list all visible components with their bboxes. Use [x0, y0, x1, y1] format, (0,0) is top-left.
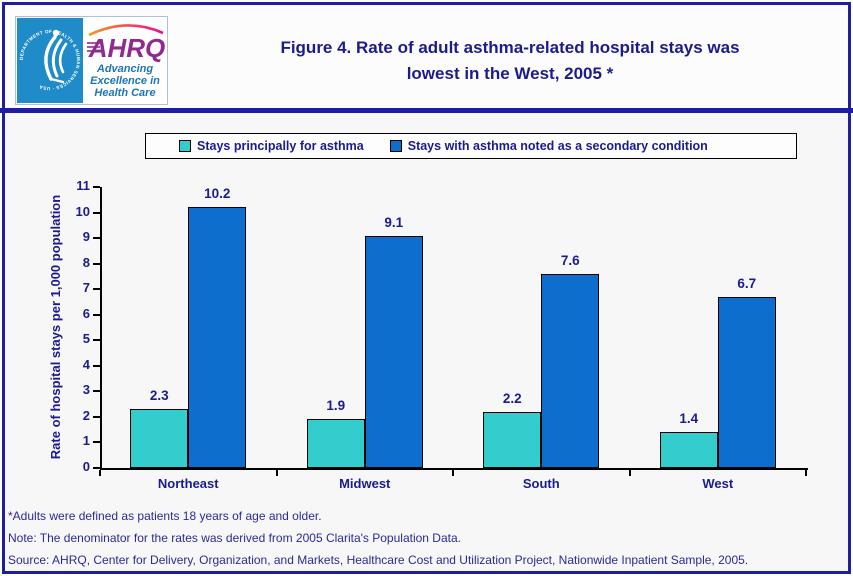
- hhs-eagle-icon: [44, 29, 68, 84]
- y-axis-tick-label: 9: [82, 229, 90, 245]
- chart-legend: Stays principally for asthma Stays with …: [145, 133, 797, 159]
- x-axis-tick: [628, 470, 631, 476]
- legend-item-principal: Stays principally for asthma: [179, 139, 364, 153]
- y-axis-tick: [93, 364, 100, 367]
- bar-value-label: 6.7: [737, 275, 757, 291]
- ahrq-tagline: Advancing Excellence in Health Care: [90, 63, 160, 99]
- bar-value-label: 2.2: [502, 390, 522, 406]
- legend-swatch-teal-icon: [179, 140, 191, 152]
- category-label-northeast: Northeast: [157, 476, 219, 491]
- y-axis-tick-label: 2: [82, 407, 90, 423]
- svg-text:Excellence in: Excellence in: [90, 75, 160, 87]
- y-axis-tick: [93, 211, 100, 214]
- y-axis-line: [100, 187, 102, 470]
- bar-series-0: [659, 432, 718, 468]
- footnote-source: Source: AHRQ, Center for Delivery, Organ…: [8, 553, 749, 567]
- bar-value-label: 2.3: [149, 388, 169, 404]
- y-axis-tick: [93, 467, 100, 469]
- ahrq-arc: [88, 24, 164, 37]
- footnote-adults: *Adults were defined as patients 18 year…: [8, 509, 322, 523]
- x-axis-tick: [805, 470, 807, 476]
- y-axis-tick-label: 10: [75, 203, 90, 219]
- x-axis-line: [100, 468, 808, 470]
- bar-value-label: 9.1: [384, 214, 404, 230]
- legend-label-principal: Stays principally for asthma: [197, 139, 364, 153]
- bar-series-0: [483, 411, 542, 468]
- footnotes: *Adults were defined as patients 18 year…: [8, 505, 848, 571]
- y-axis-tick-label: 6: [82, 305, 90, 321]
- y-axis-tick: [93, 415, 100, 418]
- bar-value-label: 7.6: [560, 252, 580, 268]
- y-axis-tick: [93, 186, 100, 188]
- y-axis-tick: [93, 441, 100, 444]
- bar-value-label: 10.2: [204, 186, 231, 202]
- category-label-midwest: Midwest: [339, 476, 391, 491]
- y-axis-tick-label: 11: [76, 178, 90, 193]
- y-axis-tick-label: 1: [82, 433, 90, 449]
- ahrq-wordmark: AHRQ: [87, 24, 166, 63]
- bar-value-label: 1.9: [326, 398, 346, 414]
- ahrq-brand-text: AHRQ: [88, 33, 166, 63]
- x-axis-tick: [99, 470, 101, 476]
- y-axis-tick: [93, 288, 100, 291]
- svg-text:Advancing: Advancing: [96, 63, 154, 75]
- y-axis-tick-label: 0: [82, 459, 90, 474]
- y-axis-tick-label: 5: [82, 331, 90, 347]
- y-axis-tick: [93, 237, 100, 240]
- bar-series-1: [188, 207, 247, 468]
- y-axis-tick: [93, 390, 100, 393]
- y-axis-tick-label: 8: [82, 254, 90, 270]
- ahrq-hhs-logo: DEPARTMENT OF HEALTH & HUMAN SERVICES · …: [15, 16, 168, 105]
- x-axis-tick: [452, 470, 454, 476]
- bar-series-0: [306, 419, 365, 468]
- legend-label-secondary: Stays with asthma noted as a secondary c…: [407, 139, 708, 153]
- y-axis-tick-label: 3: [82, 382, 90, 398]
- svg-text:Health Care: Health Care: [94, 87, 155, 99]
- legend-item-secondary: Stays with asthma noted as a secondary c…: [389, 139, 708, 153]
- y-axis-tick-label: 4: [82, 356, 90, 372]
- footnote-denominator: Note: The denominator for the rates was …: [8, 531, 461, 545]
- hhs-seal-background: [17, 18, 83, 103]
- figure-title-line1: Figure 4. Rate of adult asthma-related h…: [280, 38, 740, 57]
- category-label-west: West: [702, 476, 734, 491]
- bar-value-label: 1.4: [679, 411, 699, 427]
- legend-swatch-blue-icon: [389, 140, 402, 152]
- y-axis-tick: [93, 262, 100, 265]
- figure-title: Figure 4. Rate of adult asthma-related h…: [185, 35, 835, 87]
- y-axis-tick: [93, 339, 100, 342]
- y-axis-tick-label: 7: [82, 280, 90, 296]
- header: DEPARTMENT OF HEALTH & HUMAN SERVICES · …: [5, 5, 848, 108]
- bar-series-1: [364, 235, 423, 468]
- figure-title-line2: lowest in the West, 2005 *: [406, 64, 614, 83]
- bar-series-1: [717, 296, 776, 468]
- bar-series-0: [130, 409, 189, 468]
- category-label-south: South: [522, 476, 560, 491]
- x-axis-tick: [275, 470, 278, 476]
- header-divider: [0, 108, 853, 113]
- y-axis-tick: [93, 313, 100, 316]
- bar-series-1: [541, 273, 600, 468]
